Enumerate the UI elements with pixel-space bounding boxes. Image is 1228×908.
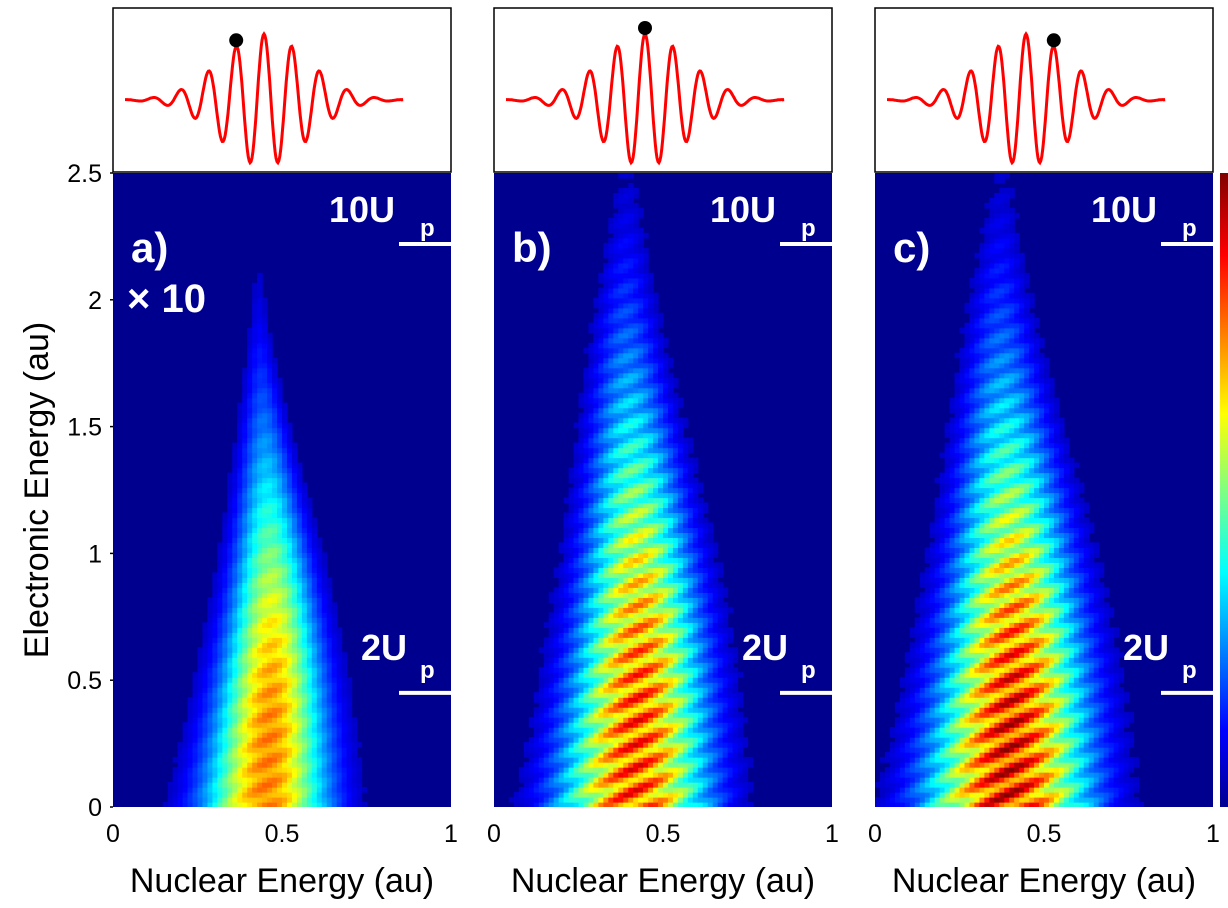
annotation-10up-label: 10U	[329, 189, 395, 230]
annotation-2up-subscript: p	[1182, 657, 1197, 684]
x-axis-title: Nuclear Energy (au)	[892, 862, 1196, 900]
x-tick-label: 0	[487, 820, 501, 848]
annotation-10up-label: 10U	[710, 189, 776, 230]
y-axis: 0 0.5 1 1.5 2 2.5	[67, 160, 113, 822]
pulse-marker	[638, 21, 652, 35]
x-axes: 0 0.5 1 Nuclear Energy (au) 0 0.5 1 Nuclear Ene…	[106, 820, 1220, 900]
y-tick-label: 0.5	[67, 667, 102, 695]
x-tick-label: 0	[106, 820, 120, 848]
annotation-10up-subscript: p	[801, 215, 816, 242]
x-axis-title: Nuclear Energy (au)	[130, 862, 434, 900]
annotation-2up-label: 2U	[742, 627, 788, 668]
x-tick-label: 1	[1206, 820, 1220, 848]
heatmap	[875, 173, 1213, 807]
y-tick-label: 1.5	[67, 414, 102, 442]
panel-label: a)	[131, 224, 168, 271]
x-tick-label: 0	[868, 820, 882, 848]
y-tick-label: 2.5	[67, 160, 102, 188]
heatmap	[494, 173, 832, 807]
panel-b: b) 10U p 2U p	[493, 7, 833, 807]
panel-a: a) × 10 10U p 2U p	[112, 7, 452, 807]
y-axis-title: Electronic Energy (au)	[18, 322, 56, 658]
laser-pulse-waveform	[887, 31, 1166, 166]
x-axis-title: Nuclear Energy (au)	[511, 862, 815, 900]
annotation-10up-label: 10U	[1091, 189, 1157, 230]
x-tick-label: 1	[825, 820, 839, 848]
annotation-2up-subscript: p	[420, 657, 435, 684]
pulse-marker	[1046, 33, 1061, 48]
x-tick-label: 0.5	[1027, 820, 1062, 848]
y-tick-label: 1	[88, 540, 102, 568]
pulse-marker	[229, 33, 244, 48]
annotation-2up-label: 2U	[361, 627, 407, 668]
panel-c: c) 10U p 2U p	[874, 7, 1214, 807]
panel-label: b)	[512, 224, 552, 271]
annotation-10up-subscript: p	[1182, 215, 1197, 242]
laser-pulse-waveform	[125, 31, 404, 166]
annotation-10up-subscript: p	[420, 215, 435, 242]
x-tick-label: 0.5	[265, 820, 300, 848]
multiplier-label: × 10	[127, 277, 206, 321]
colorbar	[1220, 173, 1228, 807]
x-tick-label: 1	[444, 820, 458, 848]
y-tick-label: 0	[88, 794, 102, 822]
y-tick-label: 2	[88, 287, 102, 315]
heatmap	[113, 173, 451, 807]
annotation-2up-label: 2U	[1123, 627, 1169, 668]
panel-label: c)	[893, 224, 930, 271]
annotation-2up-subscript: p	[801, 657, 816, 684]
colorbar-strip	[1220, 173, 1228, 807]
x-tick-label: 0.5	[646, 820, 681, 848]
